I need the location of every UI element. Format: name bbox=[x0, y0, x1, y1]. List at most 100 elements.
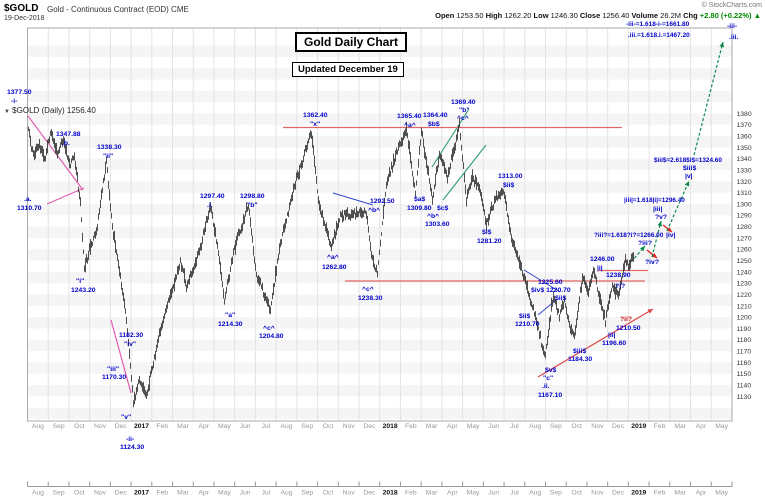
month-axis-label: Apr bbox=[696, 423, 707, 430]
chg-value: +2.80 (+0.22%) ▲ bbox=[699, 11, 761, 20]
volume-label: Volume bbox=[631, 11, 661, 20]
uptrend-red-2018 bbox=[537, 308, 654, 378]
month-axis-label: Oct bbox=[323, 490, 334, 497]
month-axis-label: Oct bbox=[74, 490, 85, 497]
wave-annotation-label: |iii| bbox=[653, 206, 663, 213]
month-axis-label: Sep bbox=[550, 490, 562, 497]
wave-annotation-label: $iii$=2.618$i$=1324.60 bbox=[654, 157, 722, 164]
month-axis-label: Feb bbox=[156, 423, 168, 430]
month-axis-label: Dec bbox=[115, 423, 128, 430]
open-label: Open bbox=[435, 11, 457, 20]
series-legend[interactable]: ▼ $GOLD (Daily) 1256.40 bbox=[4, 106, 96, 115]
wave-annotation-label: 1243.20 bbox=[71, 287, 96, 294]
wave-annotation-label: 1214.30 bbox=[218, 321, 243, 328]
wave-annotation-label: "x" bbox=[310, 121, 320, 128]
wave-annotation-label: 1365.40 bbox=[397, 113, 422, 120]
month-axis-label: Apr bbox=[696, 490, 707, 497]
month-axis-label: May bbox=[218, 490, 231, 497]
wave-annotation-label: $ii$ bbox=[503, 182, 515, 189]
month-axis-label: Dec bbox=[363, 490, 376, 497]
wave-annotation-label: $ii$ bbox=[519, 313, 531, 320]
wave-annotation-label: 1262.80 bbox=[322, 264, 347, 271]
wave-annotation-label: "ii" bbox=[103, 153, 113, 160]
month-axis-label: Jun bbox=[488, 423, 499, 430]
high-label: High bbox=[485, 11, 505, 20]
month-axis-label: Apr bbox=[198, 490, 209, 497]
year-axis-label: 2018 bbox=[383, 490, 398, 497]
plot-border bbox=[27, 27, 733, 422]
price-axis-label: 1160 bbox=[737, 360, 752, 367]
wave-annotation-label: 1303.60 bbox=[425, 221, 450, 228]
month-axis-label: May bbox=[715, 423, 728, 430]
wave-annotation-label: .i. bbox=[207, 202, 213, 209]
wave-annotation-label: ?i? bbox=[615, 283, 625, 290]
month-axis-label: Nov bbox=[94, 423, 107, 430]
month-axis-label: May bbox=[218, 423, 231, 430]
price-axis-label: 1370 bbox=[737, 122, 752, 129]
price-axis-label: 1140 bbox=[737, 382, 752, 389]
wave-annotation-label: ^b^ bbox=[368, 206, 380, 214]
price-axis-label: 1190 bbox=[737, 326, 752, 333]
month-axis-label: Oct bbox=[74, 423, 85, 430]
wave-annotation-label: 1238.30 bbox=[358, 295, 383, 302]
wave-annotation-label: |iii|=1.618|i|=1296.40 bbox=[624, 197, 685, 204]
wave-annotation-label: $iii$ bbox=[573, 348, 586, 355]
wave-annotation-label: ?v? bbox=[655, 214, 667, 221]
wave-annotation-label: 1182.30 bbox=[119, 332, 143, 339]
chart-date: 19-Dec-2018 bbox=[4, 15, 45, 22]
wave-annotation-label: 1281.20 bbox=[477, 238, 502, 245]
month-axis-label: Aug bbox=[280, 423, 292, 430]
price-axis-label: 1200 bbox=[737, 315, 752, 322]
month-axis-label: Mar bbox=[177, 490, 189, 497]
wave-annotation-label: "b" bbox=[459, 107, 470, 114]
wave-annotation-label: .a. bbox=[24, 196, 32, 203]
wave-annotation-label: "c" bbox=[543, 375, 553, 382]
month-axis-label: May bbox=[467, 490, 480, 497]
month-axis-label: Nov bbox=[343, 423, 356, 430]
month-axis-label: Mar bbox=[426, 423, 438, 430]
year-axis-label: 2018 bbox=[383, 423, 398, 430]
month-axis-label: Jun bbox=[240, 490, 251, 497]
wave-annotation-label: ?iv? bbox=[645, 259, 659, 266]
close-label: Close bbox=[579, 11, 603, 20]
wave-annotation-label: $b$ bbox=[428, 121, 440, 128]
price-axis-label: 1350 bbox=[737, 145, 752, 152]
channel-green-upper bbox=[431, 108, 470, 168]
month-axis-label: Jun bbox=[240, 423, 251, 430]
month-axis-label: Oct bbox=[571, 490, 582, 497]
collapse-triangle-icon[interactable]: ▼ bbox=[4, 109, 10, 115]
year-axis-label: 2019 bbox=[631, 423, 646, 430]
wave-annotation-label: .ii. bbox=[542, 383, 550, 390]
chart-title-box: Gold Daily Chart bbox=[295, 32, 408, 52]
forecast-arrow-3 bbox=[666, 180, 690, 232]
close-value: 1256.40 bbox=[602, 11, 632, 20]
price-axis-label: 1310 bbox=[737, 190, 752, 197]
wave-annotation-label: $iii$ bbox=[683, 165, 696, 172]
wave-annotation-label: "iv" bbox=[124, 341, 136, 348]
month-axis-label: May bbox=[467, 423, 480, 430]
wave-annotation-label: .b. bbox=[62, 140, 70, 147]
wave-annotation-label: 1310.70 bbox=[17, 205, 42, 212]
price-axis-label: 1240 bbox=[737, 269, 752, 276]
month-axis-label: Mar bbox=[674, 490, 686, 497]
wave-annotation-label: "b" bbox=[247, 202, 258, 209]
open-value: 1253.50 bbox=[456, 11, 486, 20]
wave-annotation-label: ^a^ bbox=[327, 253, 339, 261]
wave-annotation-label: "v" bbox=[121, 414, 131, 421]
wave-annotation-label: $a$ bbox=[414, 196, 426, 203]
month-axis-label: Aug bbox=[32, 490, 44, 497]
month-axis-label: Dec bbox=[612, 423, 625, 430]
month-axis-label: May bbox=[715, 490, 728, 497]
ticker-description: Gold - Continuous Contract (EOD) CME bbox=[47, 5, 189, 14]
year-axis-label: 2017 bbox=[134, 490, 149, 497]
ticker-symbol: $GOLD bbox=[4, 3, 39, 14]
month-axis-label: Sep bbox=[53, 423, 65, 430]
price-axis-label: 1300 bbox=[737, 201, 752, 208]
wave-annotation-label: ^b^ bbox=[427, 212, 439, 220]
price-axis-label: 1130 bbox=[737, 394, 752, 401]
wave-annotation-label: 1124.30 bbox=[120, 444, 144, 451]
month-axis-label: Feb bbox=[654, 490, 666, 497]
month-axis-label: Nov bbox=[94, 490, 107, 497]
price-axis-label: 1340 bbox=[737, 156, 752, 163]
